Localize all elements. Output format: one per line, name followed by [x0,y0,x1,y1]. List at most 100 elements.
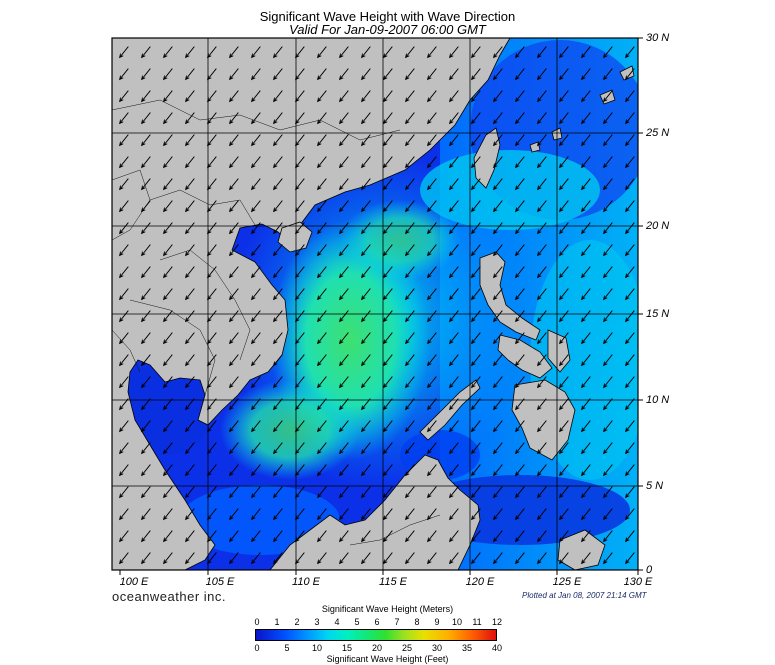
wave-arrow [119,112,129,125]
wave-arrow [471,486,481,499]
wave-arrow [141,244,151,257]
wave-arrow [559,68,569,81]
wave-arrow [603,266,613,279]
wave-arrow [273,442,283,455]
wave-arrow [537,398,547,411]
wave-arrow [559,90,569,103]
wave-arrow [559,508,569,521]
wave-arrow [427,222,437,235]
wave-arrow [119,244,129,257]
wave-arrow [581,178,591,191]
wave-arrow [405,398,415,411]
wave-arrow [251,376,261,389]
wave-arrow [581,134,591,147]
wave-arrow [383,178,393,191]
wave-arrow [295,288,305,301]
wave-arrow [383,398,393,411]
wave-arrow [295,46,305,59]
wave-arrow [339,376,349,389]
wave-arrow [383,486,393,499]
wave-arrow [229,156,239,169]
wave-arrow [581,332,591,345]
wave-arrow [339,442,349,455]
wave-arrow [537,552,547,565]
wave-arrow [405,332,415,345]
wave-arrow [625,398,635,411]
wave-arrow [251,288,261,301]
wave-arrow [405,156,415,169]
wave-arrow [449,134,459,147]
wave-arrow [119,376,129,389]
wave-arrow [625,90,635,103]
wave-arrow [119,288,129,301]
wave-arrow [163,288,173,301]
wave-arrow [449,552,459,565]
wave-arrow [383,464,393,477]
wave-arrow [581,156,591,169]
wave-arrow [405,376,415,389]
wave-arrow [295,266,305,279]
wave-arrow [559,178,569,191]
wave-arrow [141,288,151,301]
wave-arrow [537,156,547,169]
wave-arrow [427,156,437,169]
lon-label-120e: 120 E [465,576,495,588]
wave-arrow [339,90,349,103]
wave-arrow [207,266,217,279]
wave-arrow [493,420,503,433]
palawan-island [419,379,481,441]
wave-arrow [229,420,239,433]
lat-label-0: 0 [646,564,653,576]
wave-arrow [361,420,371,433]
wave-arrow [207,376,217,389]
wave-arrow [141,508,151,521]
wave-arrow [603,376,613,389]
wave-arrow [185,310,195,323]
wave-arrow [449,398,459,411]
wave-arrow [471,310,481,323]
wave-arrow [207,200,217,213]
wave-arrow [163,354,173,367]
wave-arrow [493,46,503,59]
wave-arrow [295,486,305,499]
wave-height-colorbar [255,629,497,641]
wave-arrow [559,376,569,389]
wave-arrow [163,398,173,411]
lat-label-25n: 25 N [646,127,670,139]
wave-arrow [449,530,459,543]
wave-arrow [383,530,393,543]
wave-arrow [185,442,195,455]
wave-arrow [163,112,173,125]
wave-arrow [119,90,129,103]
wave-arrow [625,376,635,389]
wave-arrow [229,354,239,367]
wave-arrow [515,222,525,235]
wave-arrow [603,156,613,169]
wave-arrow [339,156,349,169]
wave-arrow [185,354,195,367]
wave-arrow [317,134,327,147]
wave-arrow [273,200,283,213]
wave-arrow [625,332,635,345]
wave-arrow [361,90,371,103]
wave-arrow [449,354,459,367]
wave-arrow [251,310,261,323]
wave-arrow [251,332,261,345]
wave-arrow [119,46,129,59]
wave-arrow [185,222,195,235]
wave-arrow [317,90,327,103]
wave-arrow [141,134,151,147]
wave-arrow [383,134,393,147]
wave-arrow [603,46,613,59]
wave-arrow [163,244,173,257]
wave-arrow [515,310,525,323]
wave-arrow [625,266,635,279]
wave-arrow [273,354,283,367]
wave-arrow [427,310,437,323]
wave-arrow [251,442,261,455]
wave-arrow [163,332,173,345]
wave-arrow [515,442,525,455]
lat-label-5n: 5 N [646,480,664,492]
feet-tick: 25 [401,643,412,653]
wave-arrow [405,310,415,323]
